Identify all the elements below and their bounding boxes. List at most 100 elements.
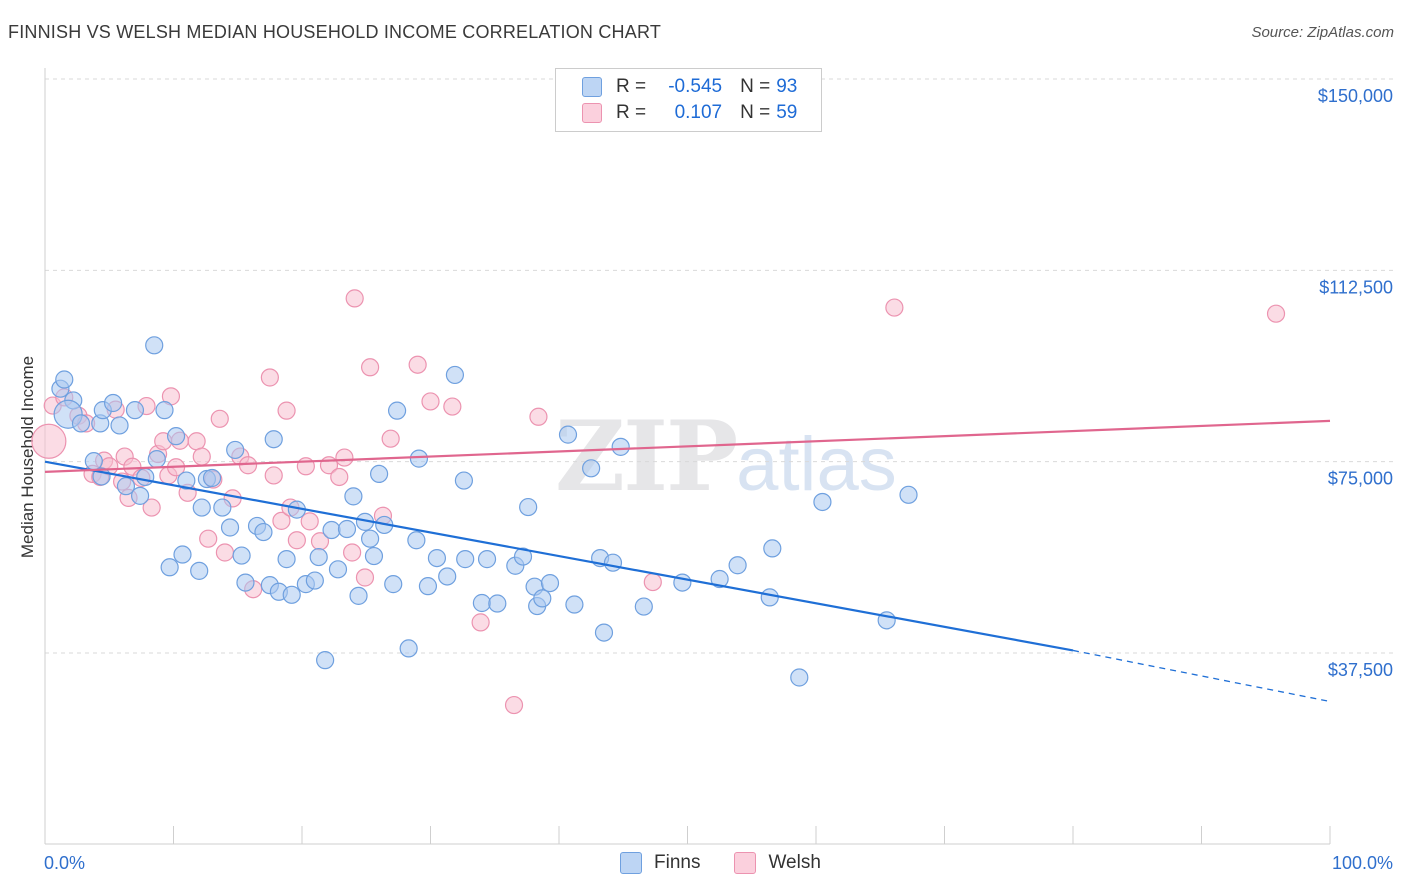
finns-point xyxy=(409,449,429,468)
welsh-trend-line xyxy=(44,419,1331,473)
finns-legend-swatch xyxy=(620,852,642,874)
finns-point xyxy=(328,560,348,579)
legend-item-finns: Finns xyxy=(620,852,700,874)
finns-point xyxy=(427,548,447,568)
finns-point xyxy=(438,567,457,586)
welsh-point xyxy=(215,543,234,562)
correlation-legend: R = -0.545 N = 93 R = 0.107 N = 59 xyxy=(555,68,822,132)
welsh-point xyxy=(421,392,440,411)
finns-point xyxy=(603,553,623,572)
finns-point xyxy=(155,401,174,420)
finns-point xyxy=(202,468,222,488)
welsh-point xyxy=(187,432,206,451)
finns-point xyxy=(407,531,426,550)
finns-point xyxy=(364,546,384,566)
finns-point xyxy=(236,573,255,592)
finns-point xyxy=(445,365,465,385)
finns-point xyxy=(177,471,196,490)
finns-point xyxy=(226,440,245,460)
finns-point xyxy=(454,471,474,490)
finns-point xyxy=(190,561,209,580)
finns-point xyxy=(145,336,164,355)
finns-point xyxy=(232,546,251,565)
welsh-swatch xyxy=(582,103,602,123)
welsh-point xyxy=(192,447,211,466)
x-tick-label-max: 100.0% xyxy=(1332,853,1393,873)
finns-point xyxy=(305,571,324,590)
welsh-point xyxy=(300,512,319,531)
finns-point xyxy=(361,529,380,548)
finns-r-label: R = xyxy=(616,76,647,97)
finns-point xyxy=(136,467,155,487)
finns-point xyxy=(130,486,150,505)
finns-point xyxy=(399,639,418,658)
finns-point xyxy=(594,623,614,642)
welsh-point xyxy=(330,467,349,487)
finns-point xyxy=(84,452,103,471)
y-tick-label: $112,500 xyxy=(1319,277,1393,297)
welsh-point xyxy=(272,511,291,530)
finns-point xyxy=(418,577,438,596)
finns-point xyxy=(116,477,136,496)
finns-point xyxy=(790,668,809,687)
legend-item-welsh: Welsh xyxy=(734,852,821,874)
finns-point xyxy=(634,597,653,616)
finns-point xyxy=(282,585,301,604)
finns-point xyxy=(160,558,179,577)
welsh-point xyxy=(142,498,161,517)
finns-point xyxy=(277,550,296,569)
legend-row-welsh: R = 0.107 N = 59 xyxy=(582,101,797,125)
welsh-point xyxy=(210,409,229,428)
finns-point xyxy=(173,545,192,564)
welsh-point xyxy=(277,401,296,420)
finns-point xyxy=(254,522,273,542)
finns-point xyxy=(166,427,186,446)
finns-legend-label: Finns xyxy=(654,852,701,873)
welsh-point xyxy=(529,407,548,426)
finns-point xyxy=(456,550,475,569)
welsh-point xyxy=(443,397,462,416)
finns-point xyxy=(519,497,538,517)
finns-point xyxy=(611,437,630,456)
welsh-point xyxy=(260,368,279,387)
finns-point xyxy=(316,651,335,670)
finns-point xyxy=(558,425,578,444)
welsh-point xyxy=(643,572,662,592)
finns-point xyxy=(71,414,91,433)
welsh-point xyxy=(287,531,306,550)
finns-point xyxy=(370,464,389,484)
finns-trend-extension xyxy=(1072,649,1331,703)
welsh-legend-label: Welsh xyxy=(768,852,821,873)
finns-point xyxy=(147,450,166,469)
finns-point xyxy=(309,547,328,567)
watermark-zip: ZIP xyxy=(555,400,738,513)
x-tick-label-min: 0.0% xyxy=(44,853,85,873)
finns-point xyxy=(728,556,747,575)
welsh-point xyxy=(381,429,400,448)
welsh-point xyxy=(471,613,490,632)
y-tick-label: $75,000 xyxy=(1328,469,1393,489)
welsh-point xyxy=(408,355,427,374)
finns-point xyxy=(384,575,403,594)
finns-point xyxy=(582,459,601,478)
welsh-n-value: 59 xyxy=(776,102,798,123)
welsh-r-value: 0.107 xyxy=(674,102,723,123)
finns-trend-line xyxy=(44,460,1074,652)
finns-point xyxy=(760,588,779,607)
finns-point xyxy=(477,550,497,569)
welsh-point xyxy=(238,456,258,475)
finns-point xyxy=(540,573,560,593)
finns-point xyxy=(220,518,240,537)
finns-point xyxy=(337,519,357,539)
finns-point xyxy=(387,401,407,420)
welsh-point xyxy=(264,466,283,485)
finns-point xyxy=(533,589,552,608)
welsh-point xyxy=(335,448,354,467)
finns-point xyxy=(813,492,832,512)
welsh-n-label: N = xyxy=(740,102,771,123)
finns-r-value: -0.545 xyxy=(668,76,723,97)
finns-point xyxy=(472,593,491,613)
welsh-r-label: R = xyxy=(616,102,647,123)
watermark-atlas: atlas xyxy=(736,422,897,507)
